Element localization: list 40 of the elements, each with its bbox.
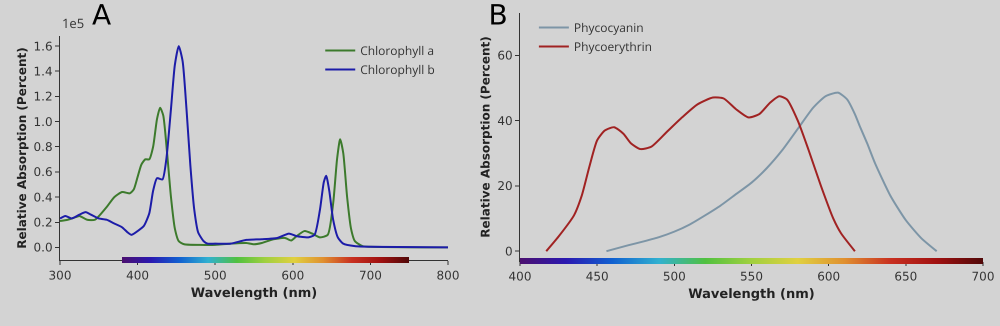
x-tick-label: 700 — [972, 269, 994, 284]
y-axis-title: Relative Absorption (Percent) — [14, 47, 29, 249]
y-tick-label: 1.0 — [34, 114, 53, 129]
y-tick-label: 0.2 — [34, 215, 53, 230]
x-tick-label: 500 — [204, 268, 227, 282]
x-tick-label: 600 — [281, 268, 304, 282]
legend-label: Chlorophyll a — [360, 42, 434, 60]
x-tick-label: 500 — [662, 269, 686, 284]
x-tick-label: 600 — [817, 269, 840, 284]
y-tick-label: 0.6 — [34, 165, 53, 180]
y-tick-label: 1.4 — [34, 64, 53, 78]
y-tick-label: 1.2 — [34, 90, 53, 104]
line-series — [605, 92, 938, 252]
y-tick-label: 60 — [497, 48, 513, 63]
x-tick-label: 400 — [508, 269, 532, 284]
x-axis-title: Wavelength (nm) — [190, 286, 318, 301]
legend-label: Chlorophyll b — [360, 61, 435, 78]
legend-label: Phycoerythrin — [574, 38, 652, 56]
y-tick-label: 0.0 — [34, 240, 53, 255]
line-series — [545, 95, 856, 252]
chart-title: B — [488, 0, 508, 32]
y-tick-label: 0.4 — [34, 190, 53, 204]
text: 1e5 — [62, 14, 84, 32]
y-tick-label: 40 — [497, 114, 513, 128]
x-tick-label: 800 — [436, 268, 460, 282]
y-tick-label: 20 — [497, 179, 513, 194]
x-tick-label: 650 — [894, 269, 918, 284]
x-tick-label: 450 — [586, 269, 609, 284]
x-tick-label: 300 — [48, 268, 72, 282]
x-tick-label: 400 — [126, 268, 150, 282]
x-tick-label: 550 — [740, 269, 763, 284]
y-tick-label: 0 — [504, 244, 513, 258]
y-tick-label: 0.8 — [34, 140, 53, 154]
y-axis-title: Relative Absorption (Percent) — [478, 36, 493, 238]
x-tick-label: 700 — [358, 268, 382, 282]
x-axis-title: Wavelength (nm) — [688, 287, 815, 302]
legend-label: Phycocyanin — [574, 19, 644, 36]
y-tick-label: 1.6 — [34, 39, 53, 54]
chart-title: A — [92, 0, 112, 32]
line-series — [60, 45, 448, 248]
